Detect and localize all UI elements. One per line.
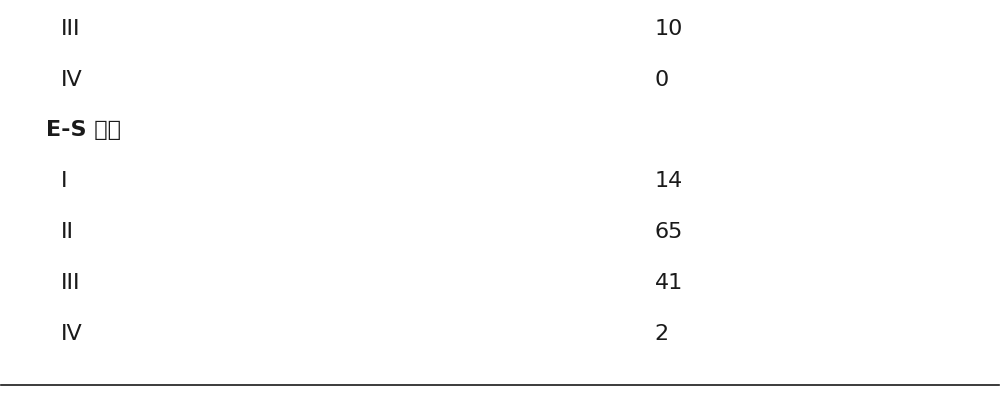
Text: E-S 等级: E-S 等级 (46, 121, 121, 141)
Text: 41: 41 (655, 273, 683, 293)
Text: 0: 0 (655, 70, 669, 89)
Text: III: III (61, 273, 81, 293)
Text: 10: 10 (655, 19, 683, 39)
Text: III: III (61, 19, 81, 39)
Text: II: II (61, 222, 74, 242)
Text: IV: IV (61, 324, 83, 344)
Text: 65: 65 (655, 222, 683, 242)
Text: IV: IV (61, 70, 83, 89)
Text: I: I (61, 171, 68, 191)
Text: 2: 2 (655, 324, 669, 344)
Text: 14: 14 (655, 171, 683, 191)
